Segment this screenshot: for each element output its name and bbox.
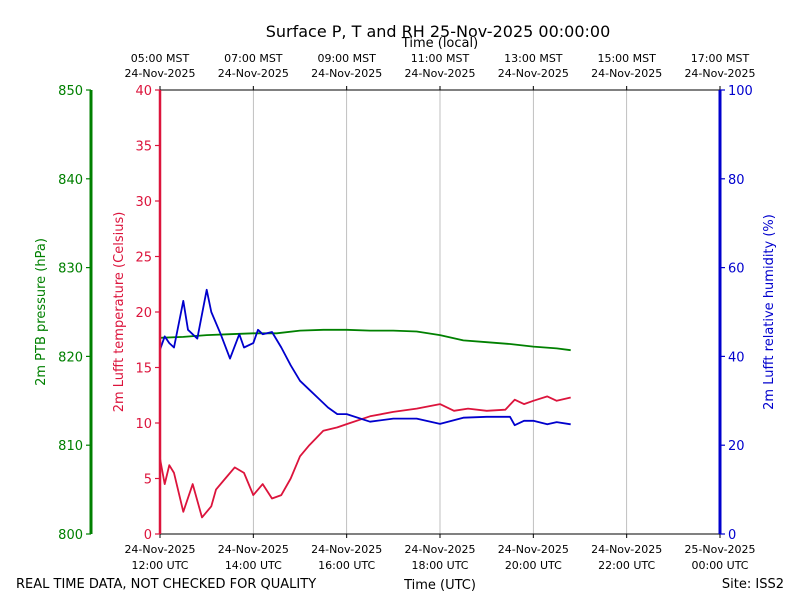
top-tick-label-date: 24-Nov-2025: [591, 67, 662, 80]
series-line-humidity: [159, 288, 571, 427]
temperature-tick-label: 40: [135, 84, 152, 99]
pressure-tick-label: 820: [58, 350, 83, 365]
temperature-tick-label: 10: [135, 417, 152, 432]
series-line-temperature: [159, 395, 571, 519]
x-tick-label-date: 24-Nov-2025: [124, 543, 195, 556]
site-label: Site: ISS2: [722, 577, 784, 592]
x-axis-label: Time (UTC): [403, 578, 476, 593]
temperature-tick-label: 35: [135, 140, 152, 155]
top-tick-label-time: 07:00 MST: [224, 52, 283, 65]
top-tick-label-date: 24-Nov-2025: [498, 67, 569, 80]
top-tick-label-date: 24-Nov-2025: [311, 67, 382, 80]
pressure-tick-label: 840: [58, 173, 83, 188]
top-tick-label-time: 13:00 MST: [504, 52, 563, 65]
top-tick-label-time: 05:00 MST: [131, 52, 190, 65]
pressure-tick-label: 800: [58, 528, 83, 543]
x-tick-label-date: 24-Nov-2025: [218, 543, 289, 556]
x-tick-label-time: 14:00 UTC: [225, 559, 282, 572]
series-line-pressure: [159, 328, 571, 352]
humidity-tick-label: 40: [728, 350, 745, 365]
top-tick-label-time: 09:00 MST: [317, 52, 376, 65]
pressure-tick-label: 810: [58, 439, 83, 454]
humidity-tick-label: 100: [728, 84, 753, 99]
pressure-tick-label: 830: [58, 262, 83, 277]
temperature-axis-label: 2m Lufft temperature (Celsius): [112, 212, 127, 413]
top-tick-label-date: 24-Nov-2025: [124, 67, 195, 80]
gridlines: [159, 90, 721, 534]
quality-note: REAL TIME DATA, NOT CHECKED FOR QUALITY: [16, 577, 316, 592]
humidity-tick-label: 60: [728, 262, 745, 277]
x-tick-label-date: 25-Nov-2025: [684, 543, 755, 556]
x-tick-label-time: 16:00 UTC: [318, 559, 375, 572]
top-tick-label-time: 17:00 MST: [691, 52, 750, 65]
temperature-tick-label: 5: [144, 473, 152, 488]
top-tick-label-date: 24-Nov-2025: [684, 67, 755, 80]
temperature-tick-label: 30: [135, 195, 152, 210]
ticks-group: 24-Nov-2025 12:00 UTC 24-Nov-2025 14:00 UTC…: [58, 52, 755, 572]
temperature-tick-label: 15: [135, 362, 152, 377]
x-tick-label-date: 24-Nov-2025: [591, 543, 662, 556]
x-tick-label-time: 20:00 UTC: [505, 559, 562, 572]
x-tick-label-time: 00:00 UTC: [691, 559, 748, 572]
temperature-tick-label: 20: [135, 306, 152, 321]
top-tick-label-time: 15:00 MST: [597, 52, 656, 65]
pressure-tick-label: 850: [58, 84, 83, 99]
x-tick-label-time: 12:00 UTC: [131, 559, 188, 572]
series-group: [159, 288, 571, 519]
temperature-tick-label: 0: [144, 528, 152, 543]
pressure-axis-label: 2m PTB pressure (hPa): [34, 238, 49, 386]
x-tick-label-date: 24-Nov-2025: [311, 543, 382, 556]
top-axis-label: Time (local): [401, 36, 478, 51]
x-tick-label-time: 18:00 UTC: [411, 559, 468, 572]
x-tick-label-time: 22:00 UTC: [598, 559, 655, 572]
temperature-tick-label: 25: [135, 251, 152, 266]
top-tick-label-date: 24-Nov-2025: [404, 67, 475, 80]
humidity-axis-label: 2m Lufft relative humidity (%): [762, 214, 777, 410]
chart-title: Surface P, T and RH 25-Nov-2025 00:00:00: [266, 22, 611, 41]
humidity-tick-label: 20: [728, 439, 745, 454]
top-tick-label-date: 24-Nov-2025: [218, 67, 289, 80]
x-tick-label-date: 24-Nov-2025: [498, 543, 569, 556]
humidity-tick-label: 80: [728, 173, 745, 188]
x-tick-label-date: 24-Nov-2025: [404, 543, 475, 556]
top-tick-label-time: 11:00 MST: [411, 52, 470, 65]
humidity-tick-label: 0: [728, 528, 736, 543]
